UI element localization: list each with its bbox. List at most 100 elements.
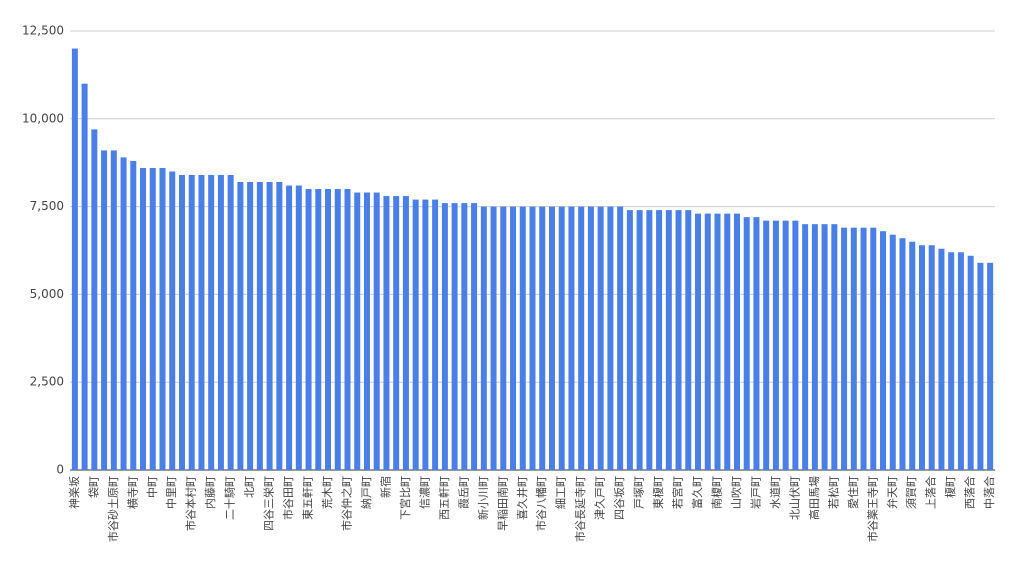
bar [733, 213, 740, 470]
bar [782, 220, 789, 470]
x-tick-label: 市谷仲之町 [340, 476, 354, 531]
bar [256, 182, 263, 471]
x-tick-label: 富久町 [690, 476, 704, 509]
bar [918, 245, 925, 470]
bar [607, 206, 614, 470]
x-tick-label: 南榎町 [710, 476, 724, 509]
bar [91, 129, 98, 470]
bar [140, 167, 147, 470]
bar [217, 174, 224, 470]
bar [928, 245, 935, 470]
x-tick-label: 荒木町 [321, 476, 334, 509]
x-tick-label: 須賀町 [905, 476, 918, 509]
bar [334, 189, 341, 471]
bar [208, 174, 215, 470]
x-tick-label: 市谷薬王寺町 [865, 476, 879, 542]
x-tick-label: 山吹町 [730, 476, 743, 509]
x-tick-label: 袋町 [86, 476, 100, 498]
x-tick-label: 水道町 [768, 476, 782, 509]
bar [295, 185, 302, 470]
x-tick-label: 四谷坂町 [613, 476, 626, 520]
x-tick-label: 市谷本村町 [184, 476, 198, 531]
bar [539, 206, 546, 470]
bar [237, 182, 244, 471]
bar [743, 217, 750, 470]
bar [120, 157, 127, 470]
bar [957, 252, 964, 470]
bar [802, 224, 809, 470]
x-tick-label: 北町 [243, 476, 256, 498]
bar [305, 189, 312, 471]
x-tick-label: 納戸町 [360, 476, 373, 509]
x-tick-label: 市谷八幡町 [534, 476, 548, 531]
bar [354, 192, 361, 470]
bar [101, 150, 108, 470]
y-tick-label: 12,500 [22, 24, 64, 38]
x-tick-label: 中落合 [982, 476, 996, 509]
x-tick-label: 市谷田町 [281, 476, 295, 520]
x-tick-label: 市谷砂土原町 [106, 476, 120, 542]
bar [899, 238, 906, 470]
y-tick-label: 0 [56, 463, 64, 477]
x-tick-label: 弁天町 [885, 476, 899, 509]
bar [422, 199, 429, 471]
bar [373, 192, 380, 470]
x-tick-label: 榎町 [943, 476, 957, 498]
bar [850, 227, 857, 470]
x-tick-label: 高田馬場 [807, 476, 821, 520]
bar [763, 220, 770, 470]
bar [149, 167, 156, 470]
bar [870, 227, 877, 470]
x-tick-label: 四谷三栄町 [262, 476, 276, 531]
x-tick-label: 東榎町 [651, 476, 665, 509]
bar [490, 206, 497, 470]
bar [578, 206, 585, 470]
bar [480, 206, 487, 470]
bar [471, 203, 478, 470]
bar [948, 252, 955, 470]
bar [714, 213, 721, 470]
bar [344, 189, 351, 471]
bar [548, 206, 555, 470]
bar [772, 220, 779, 470]
x-tick-label: 東五軒町 [302, 476, 315, 520]
bar [461, 203, 468, 470]
bar [130, 160, 137, 470]
x-tick-label: 市谷長延寺町 [573, 476, 587, 542]
x-tick-label: 二十騎町 [223, 476, 237, 520]
bar [286, 185, 293, 470]
bar [81, 83, 88, 471]
bar [412, 199, 419, 471]
bar [188, 174, 195, 470]
x-tick-label: 西五軒町 [438, 476, 451, 520]
bar [266, 182, 273, 471]
bar [636, 210, 643, 470]
x-tick-label: 中里町 [165, 476, 178, 509]
bar [656, 210, 663, 470]
x-tick-label: 西落合 [963, 476, 977, 509]
x-tick-label: 新宿 [378, 476, 392, 498]
x-tick-label: 細工町 [555, 476, 568, 509]
y-tick-label: 5,000 [30, 287, 64, 301]
x-tick-label: 内藤町 [203, 476, 217, 509]
bar [685, 210, 692, 470]
bar [938, 248, 945, 470]
x-tick-label: 北山伏町 [787, 476, 801, 520]
bar [315, 189, 322, 471]
bar [198, 174, 205, 470]
bar [325, 189, 332, 471]
bar [363, 192, 370, 470]
bar [889, 234, 896, 470]
bar [432, 199, 439, 471]
y-tick-label: 7,500 [30, 199, 64, 213]
x-tick-label: 神楽坂 [67, 476, 81, 509]
bar [724, 213, 731, 470]
bar [519, 206, 526, 470]
x-tick-label: 中町 [146, 476, 159, 498]
x-tick-label: 若松町 [826, 476, 840, 509]
bar [841, 227, 848, 470]
bar [753, 217, 760, 470]
bar [704, 213, 711, 470]
x-tick-label: 戸塚町 [633, 476, 646, 509]
